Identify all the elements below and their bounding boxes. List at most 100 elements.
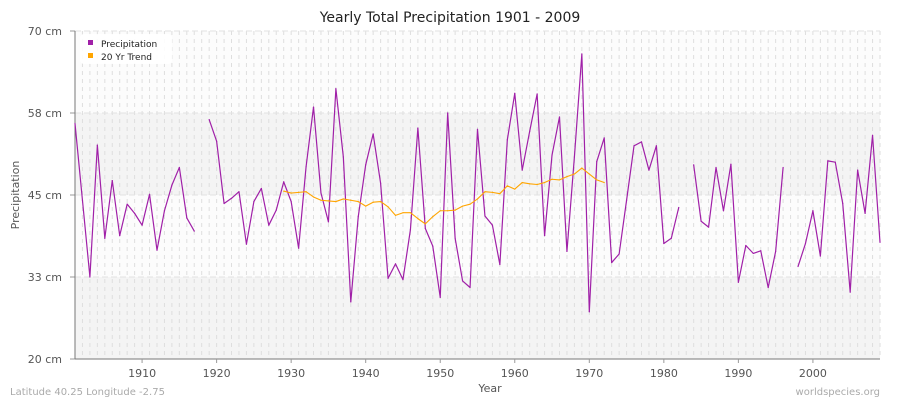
precipitation-point [156,249,158,251]
precipitation-point [618,253,620,255]
trend-point [566,176,568,178]
precipitation-point [596,160,598,163]
precipitation-point [260,187,262,190]
precipitation-point [655,145,657,147]
trend-point [305,191,307,193]
y-tick-label: 45 cm [28,189,62,202]
trend-point [491,191,494,193]
precipitation-point [283,181,285,183]
precipitation-point [536,93,538,95]
precipitation-point [447,112,449,114]
footer-location: Latitude 40.25 Longitude -2.75 [10,387,165,398]
trend-point [424,223,426,225]
trend-point [380,200,382,203]
trend-point [558,179,561,181]
x-tick-label: 2000 [799,367,827,380]
precipitation-point [342,156,344,158]
precipitation-point [409,229,412,231]
legend-box [80,34,172,64]
precipitation-point [208,118,210,121]
precipitation-point [745,244,747,247]
trend-point [469,203,471,205]
trend-point [350,199,352,201]
x-tick-labels: 1910 1920 1930 1940 1950 1960 1970 1980 1990 2000 [128,367,827,380]
precipitation-point [193,230,195,232]
precipitation-point [230,197,233,199]
precipitation-point [74,122,76,125]
trend-point [320,199,322,201]
precipitation-point [521,169,523,171]
precipitation-point [275,209,277,211]
trend-point [312,196,315,198]
precipitation-point [186,217,188,219]
precipitation-point [126,203,128,205]
precipitation-point [432,245,434,247]
precipitation-point [700,220,702,222]
trend-point [573,173,575,175]
x-tick-label: 1960 [501,367,529,380]
precipitation-point [402,279,404,281]
legend-label-trend: 20 Yr Trend [101,53,152,63]
trend-point [357,200,359,203]
precipitation-point [380,182,382,184]
precipitation-point [581,53,583,55]
trend-point [461,205,464,207]
trend-point [432,216,434,218]
trend-point [581,167,583,169]
precipitation-point [573,156,575,158]
precipitation-point [625,199,628,201]
trend-point [603,181,605,184]
axes [70,30,880,363]
precipitation-point [804,242,807,245]
trend-point [298,191,300,193]
precipitation-point [387,277,389,279]
trend-point [476,198,479,200]
y-tick-label: 33 cm [28,271,62,284]
precipitation-point [320,192,322,194]
precipitation-point [819,255,821,257]
trend-point [283,190,285,192]
precipitation-point [491,224,494,226]
trend-point [536,183,538,186]
precipitation-point [119,235,121,237]
precipitation-point [111,179,113,182]
precipitation-point [663,242,665,245]
precipitation-point [827,160,829,162]
precipitation-point [223,202,225,205]
trend-point [551,178,553,180]
trend-point [342,198,344,200]
x-tick-label: 1950 [426,367,454,380]
precipitation-point [611,261,613,264]
precipitation-point [394,263,397,265]
precipitation-point [678,206,680,209]
precipitation-point [163,210,166,212]
trend-point [596,179,598,181]
precipitation-point [81,199,84,201]
precipitation-point [484,215,486,217]
precipitation-point [89,276,91,278]
precipitation-point [871,134,874,136]
legend-swatch-trend [88,53,93,58]
precipitation-point [245,243,248,245]
trend-point [372,201,374,203]
trend-point [409,212,412,214]
trend-point [506,185,508,187]
trend-point [335,200,337,203]
precipitation-point [879,241,881,243]
precipitation-point [171,184,173,186]
trend-point [365,205,367,207]
y-tick-labels: 70 cm 58 cm 45 cm 33 cm 20 cm [28,25,62,366]
precipitation-point [305,166,307,168]
precipitation-point [148,193,151,195]
precipitation-point [268,224,270,226]
precipitation-point [558,116,561,118]
precipitation-point [588,311,590,313]
precipitation-point [476,128,479,130]
trend-point [529,183,531,185]
precipitation-point [693,164,695,166]
trend-point [484,191,486,193]
precipitation-point [834,161,836,163]
precipitation-point [335,88,337,90]
precipitation-point [454,237,456,239]
